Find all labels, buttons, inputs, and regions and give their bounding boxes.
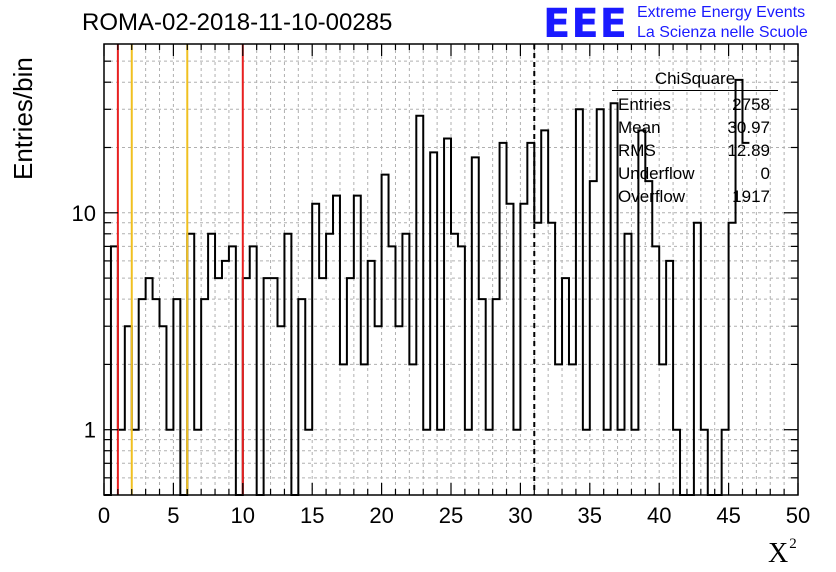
stats-value: 12.89 <box>727 141 770 160</box>
x-tick-label: 30 <box>508 503 532 528</box>
stats-row-overflow: Overflow 1917 <box>612 185 778 208</box>
x-tick-label: 50 <box>786 503 810 528</box>
stats-row-rms: RMS 12.89 <box>612 139 778 162</box>
stats-value: 0 <box>760 164 770 183</box>
stats-label: Entries <box>618 95 671 114</box>
stats-row-entries: Entries 2758 <box>612 93 778 116</box>
stats-label: Underflow <box>618 164 695 183</box>
stats-box-title: ChiSquare <box>612 68 778 91</box>
x-tick-label: 25 <box>439 503 463 528</box>
stats-row-mean: Mean 30.97 <box>612 116 778 139</box>
histogram-line <box>104 78 750 496</box>
x-tick-label: 5 <box>167 503 179 528</box>
x-axis-label: X2 <box>768 536 797 570</box>
stats-label: Mean <box>618 118 661 137</box>
eee-logo: EEE <box>543 1 628 47</box>
x-tick-label: 20 <box>369 503 393 528</box>
x-tick-label: 0 <box>98 503 110 528</box>
stats-value: 2758 <box>732 95 770 114</box>
y-tick-label: 1 <box>84 418 96 443</box>
x-tick-label: 40 <box>647 503 671 528</box>
x-tick-label: 45 <box>716 503 740 528</box>
y-tick-label: 10 <box>72 201 96 226</box>
y-axis-label: Entries/bin <box>8 57 38 180</box>
x-tick-label: 35 <box>578 503 602 528</box>
stats-row-underflow: Underflow 0 <box>612 162 778 185</box>
logo-subtitle-1: Extreme Energy Events <box>637 4 806 21</box>
stats-label: Overflow <box>618 187 686 206</box>
stats-value: 30.97 <box>727 118 770 137</box>
logo-subtitle-2: La Scienza nelle Scuole <box>637 24 808 41</box>
stats-label: RMS <box>618 141 656 160</box>
stats-box: ChiSquare Entries 2758 Mean 30.97 RMS 12… <box>612 68 778 208</box>
x-tick-label: 15 <box>300 503 324 528</box>
chart-title: ROMA-02-2018-11-10-00285 <box>82 9 393 36</box>
x-axis-label-superscript: 2 <box>789 536 797 552</box>
stats-value: 1917 <box>732 187 770 206</box>
x-axis-label-text: X <box>768 538 789 569</box>
x-tick-label: 10 <box>231 503 255 528</box>
